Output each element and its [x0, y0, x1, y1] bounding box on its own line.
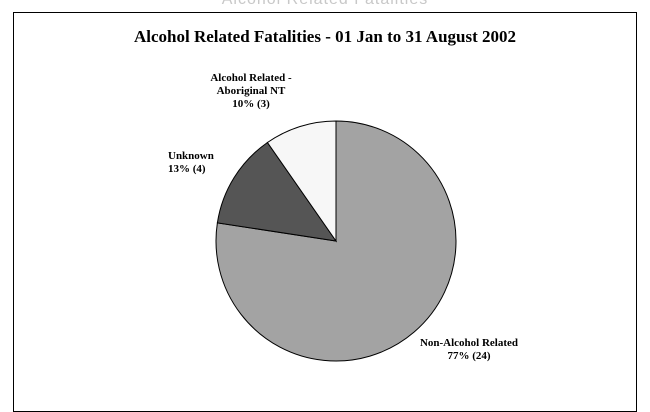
slice-label-line: Alcohol Related -: [210, 72, 292, 84]
slice-percent: 13% (4): [168, 163, 206, 175]
pie-slice-unknown: [216, 141, 338, 242]
slice-label-alcohol-related-aboriginal: Alcohol Related - Aboriginal NT 10% (3): [196, 72, 306, 111]
slice-label-line: Aboriginal NT: [216, 85, 286, 97]
pie-slice-non-alcohol-related: [215, 120, 457, 362]
slice-label-unknown: Unknown 13% (4): [168, 150, 214, 176]
slice-label-line: Unknown: [168, 150, 214, 162]
cropped-header-text: Alcohol Related Fatalities: [0, 0, 650, 9]
slice-label-non-alcohol-related: Non-Alcohol Related 77% (24): [404, 337, 534, 363]
slice-label-line: Non-Alcohol Related: [419, 337, 519, 349]
pie-chart: [215, 120, 457, 362]
slice-percent: 10% (3): [232, 98, 270, 110]
slice-percent: 77% (24): [447, 350, 491, 362]
pie-slice-alcohol-related-aboriginal: [266, 120, 337, 243]
chart-title: Alcohol Related Fatalities - 01 Jan to 3…: [133, 27, 517, 46]
